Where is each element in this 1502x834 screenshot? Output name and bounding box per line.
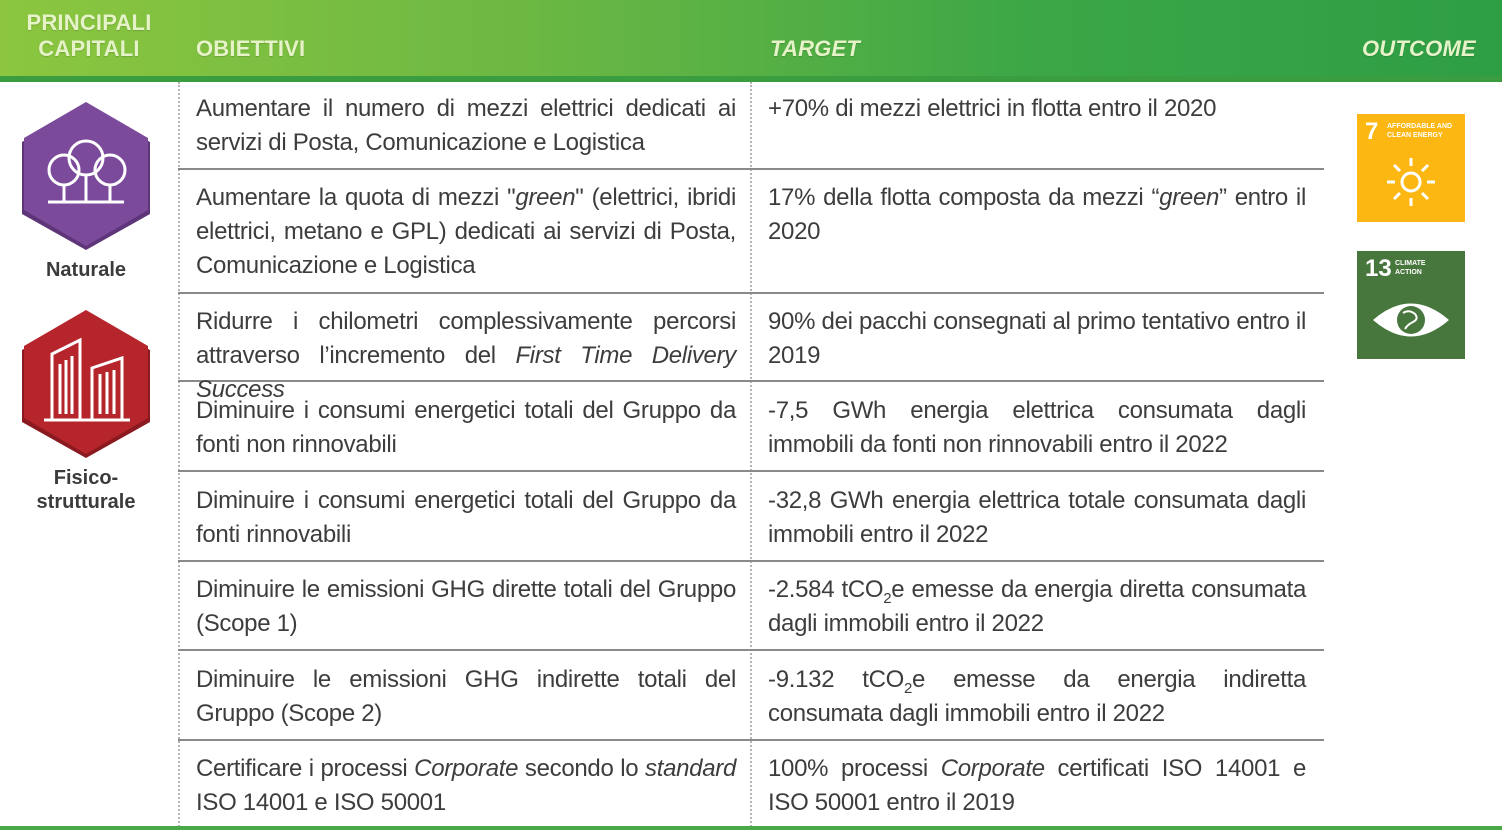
row-divider (178, 739, 1324, 741)
capital-label-fisico-strutturale: Fisico-strutturale (36, 467, 136, 513)
objective-cell: Aumentare la quota di mezzi "green" (ele… (196, 184, 736, 279)
row-divider (178, 380, 1324, 382)
header-target: TARGET (770, 36, 861, 61)
target-cell: -32,8 GWh energia elettrica totale consu… (768, 487, 1306, 548)
header-capitali: PRINCIPALI CAPITALI (26, 10, 152, 61)
target-cell: -2.584 tCO2e emesse da energia diretta c… (768, 576, 1306, 637)
target-cell: -7,5 GWh energia elettrica consumata dag… (768, 397, 1306, 458)
header-outcome: OUTCOME (1362, 36, 1476, 61)
column-divider (750, 82, 752, 827)
sun-icon (1387, 158, 1435, 206)
sdg-7-badge: 7 AFFORDABLE AND CLEAN ENERGY (1357, 114, 1465, 222)
objective-cell: Diminuire i consumi energetici totali de… (196, 397, 736, 458)
objective-cell: Diminuire le emissioni GHG dirette total… (196, 576, 736, 637)
bottom-rule (0, 826, 1502, 830)
row-divider (178, 649, 1324, 651)
objective-cell: Diminuire i consumi energetici totali de… (196, 487, 736, 548)
sdg-13-badge: 13 CLIMATE ACTION (1357, 251, 1465, 359)
row-divider (178, 470, 1324, 472)
sdg-title: CLIMATE ACTION (1395, 260, 1426, 276)
eye-globe-icon (1373, 303, 1449, 337)
objective-cell: Certificare i processi Corporate secondo… (196, 755, 736, 816)
objective-cell: Ridurre i chilometri complessivamente pe… (196, 308, 736, 403)
row-divider (178, 292, 1324, 294)
objective-cell: Diminuire le emissioni GHG indirette tot… (196, 666, 736, 727)
target-cell: 90% dei pacchi consegnati al primo tenta… (768, 308, 1306, 369)
target-cell: +70% di mezzi elettrici in flotta entro … (768, 95, 1217, 122)
target-cell: -9.132 tCO2e emesse da energia indiretta… (768, 666, 1306, 727)
sdg-number: 7 (1365, 118, 1379, 145)
buildings-icon (22, 310, 150, 458)
column-divider (178, 82, 180, 827)
row-divider (178, 168, 1324, 170)
sdg-number: 13 (1365, 255, 1392, 282)
trees-icon (22, 102, 150, 250)
objective-cell: Aumentare il numero di mezzi elettrici d… (196, 95, 736, 156)
capital-label-naturale: Naturale (45, 259, 127, 281)
target-cell: 17% della flotta composta da mezzi “gree… (768, 184, 1306, 245)
sdg-title: AFFORDABLE AND CLEAN ENERGY (1387, 123, 1453, 139)
row-divider (178, 560, 1324, 562)
target-cell: 100% processi Corporate certificati ISO … (768, 755, 1306, 816)
header-obiettivi: OBIETTIVI (196, 36, 306, 61)
table-header: PRINCIPALI CAPITALI OBIETTIVI TARGET OUT… (0, 0, 1502, 82)
